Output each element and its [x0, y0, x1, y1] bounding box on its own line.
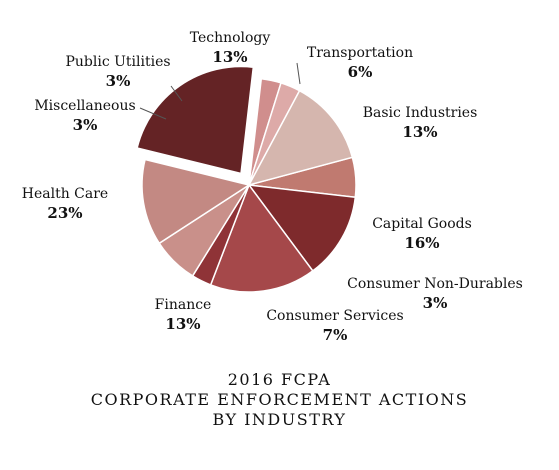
label-finance-value: 13%	[165, 314, 201, 333]
label-finance: Finance 13%	[155, 297, 212, 333]
label-health-care-name: Health Care	[21, 186, 109, 202]
label-basic-industries-name: Basic Industries	[362, 105, 478, 121]
label-transportation-value: 6%	[347, 62, 373, 81]
slice-health-care	[136, 65, 255, 175]
label-technology-name: Technology	[189, 30, 271, 46]
label-finance-name: Finance	[154, 297, 212, 313]
label-health-care: Health Care 23%	[22, 186, 108, 222]
label-public-utilities: Public Utilities 3%	[65, 54, 170, 90]
label-consumer-services-name: Consumer Services	[266, 308, 404, 324]
pie-slices	[136, 65, 357, 293]
chart-title-line-3: BY INDUSTRY	[212, 410, 347, 429]
label-basic-industries-value: 13%	[402, 122, 438, 141]
leader-lines	[139, 62, 301, 120]
label-public-utilities-name: Public Utilities	[65, 54, 171, 70]
label-consumer-services: Consumer Services 7%	[266, 308, 403, 344]
label-miscellaneous-value: 3%	[72, 115, 98, 134]
leader-transportation	[296, 62, 301, 85]
slice-capital-goods	[209, 183, 314, 293]
slice-basic-industries	[247, 184, 357, 272]
label-capital-goods-name: Capital Goods	[372, 216, 472, 232]
label-capital-goods-value: 16%	[404, 233, 440, 252]
label-technology: Technology 13%	[190, 30, 271, 66]
label-consumer-non-durables: Consumer Non-Durables 3%	[347, 276, 523, 312]
leader-miscellaneous	[139, 107, 167, 120]
label-consumer-non-durables-name: Consumer Non-Durables	[347, 276, 523, 292]
slice-finance	[141, 158, 251, 245]
label-consumer-non-durables-value: 3%	[422, 293, 448, 312]
label-transportation: Transportation 6%	[307, 45, 413, 81]
label-public-utilities-value: 3%	[105, 71, 131, 90]
label-transportation-name: Transportation	[306, 45, 414, 61]
chart-title-line-1: 2016 FCPA	[227, 370, 332, 389]
pie-chart	[136, 62, 357, 293]
label-technology-value: 13%	[212, 47, 248, 66]
slice-technology	[247, 89, 354, 187]
label-health-care-value: 23%	[47, 203, 83, 222]
chart-title-line-2: CORPORATE ENFORCEMENT ACTIONS	[90, 390, 469, 409]
label-capital-goods: Capital Goods 16%	[372, 216, 472, 252]
label-basic-industries: Basic Industries 13%	[363, 105, 478, 141]
label-miscellaneous: Miscellaneous 3%	[34, 98, 135, 134]
leader-public-utilities	[170, 85, 183, 102]
label-consumer-services-value: 7%	[322, 325, 348, 344]
label-miscellaneous-name: Miscellaneous	[34, 98, 136, 114]
chart-title: 2016 FCPA CORPORATE ENFORCEMENT ACTIONS …	[0, 370, 559, 430]
